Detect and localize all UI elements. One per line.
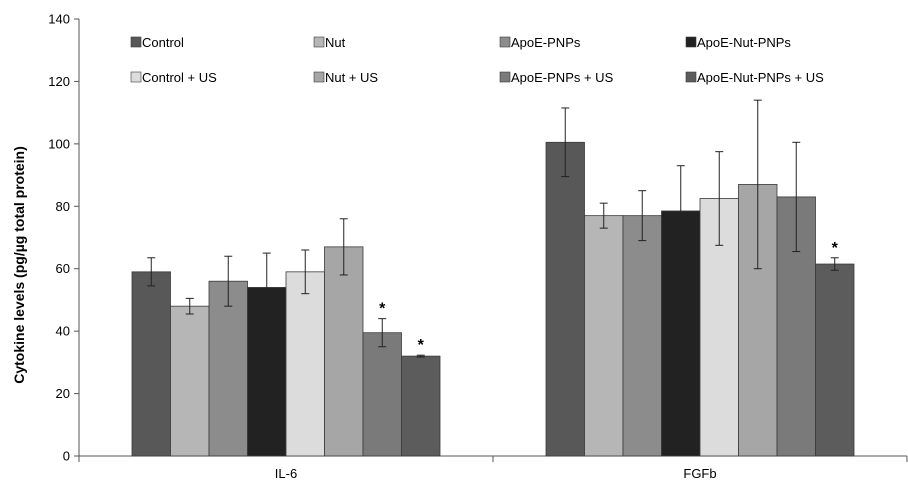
y-tick-label: 60 (56, 261, 70, 276)
legend-swatch (130, 36, 142, 48)
legend-label: ApoE-Nut-PNPs (697, 35, 791, 50)
bar (622, 215, 662, 457)
significance-marker: * (832, 240, 839, 257)
bar (170, 305, 210, 457)
legend-label: Nut + US (325, 70, 378, 85)
legend-swatch (313, 36, 325, 48)
y-axis-title: Cytokine levels (pg/µg total protein) (11, 146, 27, 384)
legend-swatch (130, 71, 142, 83)
legend-swatch (499, 36, 511, 48)
bar (285, 271, 325, 457)
bar (208, 280, 248, 457)
bar (584, 215, 624, 457)
y-tick-label: 80 (56, 199, 70, 214)
significance-marker: * (379, 301, 386, 318)
bar (131, 271, 171, 457)
legend-swatch (313, 71, 325, 83)
y-axis: 0 20 40 60 80 100 120 140 (48, 12, 80, 464)
bar (324, 246, 364, 457)
legend-swatch (685, 71, 697, 83)
legend-label: ApoE-PNPs + US (511, 70, 614, 85)
x-category-label: IL-6 (275, 466, 297, 481)
legend-label: ApoE-Nut-PNPs + US (697, 70, 824, 85)
y-tick-label: 20 (56, 386, 70, 401)
x-category-label: FGFb (683, 466, 716, 481)
legend-label: Control (142, 35, 184, 50)
significance-marker: * (418, 337, 425, 354)
bars-group (131, 141, 855, 457)
bar (401, 355, 441, 457)
y-tick-label: 0 (63, 449, 70, 464)
legend-label: ApoE-PNPs (511, 35, 581, 50)
bar (815, 263, 855, 457)
legend: Control Nut ApoE-PNPs ApoE-Nut-PNPs Control … (130, 35, 824, 85)
annotations-group: * * * (379, 240, 839, 354)
y-tick-label: 40 (56, 324, 70, 339)
legend-label: Control + US (142, 70, 217, 85)
error-bars-group (147, 99, 839, 358)
legend-swatch (685, 36, 697, 48)
legend-swatch (499, 71, 511, 83)
y-tick-label: 140 (48, 12, 70, 27)
y-tick-label: 120 (48, 74, 70, 89)
legend-label: Nut (325, 35, 346, 50)
y-tick-label: 100 (48, 136, 70, 151)
bar (362, 332, 402, 457)
bar (545, 141, 585, 457)
x-axis: IL-6 FGFb (78, 455, 908, 481)
